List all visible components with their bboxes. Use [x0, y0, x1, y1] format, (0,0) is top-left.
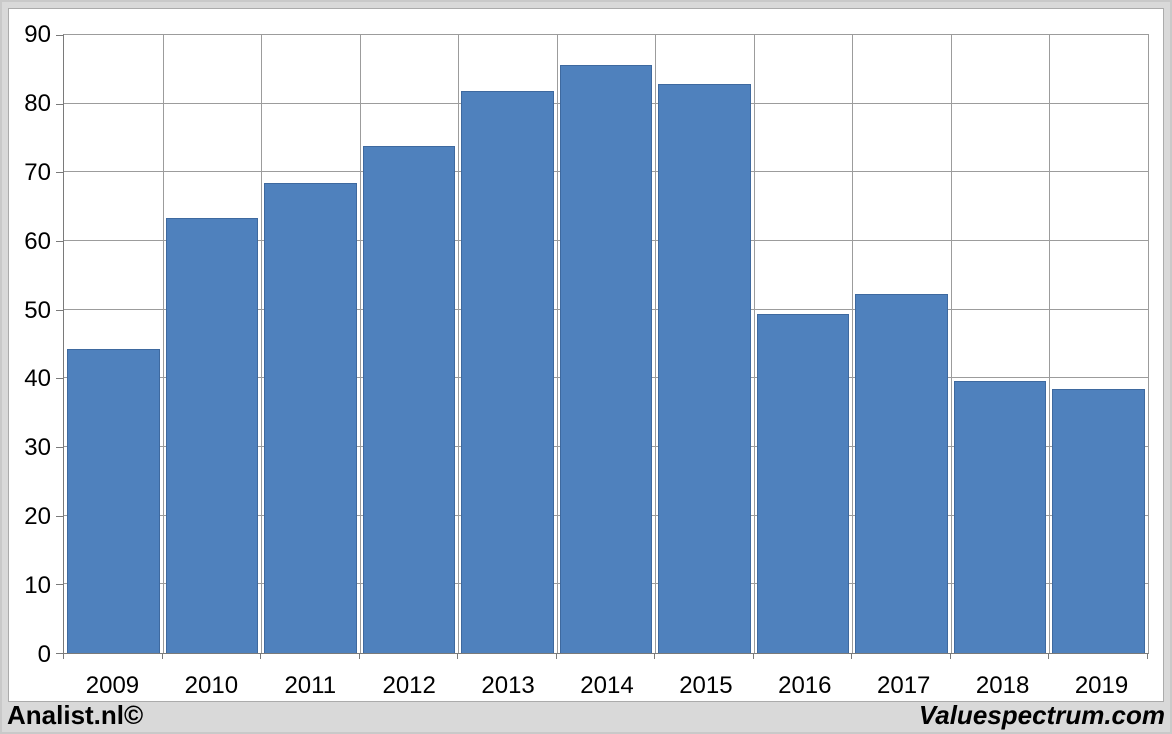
y-tick-80 — [56, 103, 63, 105]
v-gridline-9 — [950, 35, 952, 653]
v-gridline-3 — [359, 35, 361, 653]
bar-slot-2011 — [261, 35, 360, 653]
bar-slot-2013 — [458, 35, 557, 653]
bar-2014 — [559, 65, 653, 653]
bar-2019 — [1052, 388, 1146, 653]
x-axis-tick-label-2010: 2010 — [184, 672, 239, 699]
x-axis-tick-label-2009: 2009 — [85, 672, 140, 699]
bar-2012 — [362, 145, 456, 653]
y-axis-tick-label-0: 0 — [37, 641, 51, 668]
x-tick-2 — [260, 653, 262, 659]
bar-2010 — [165, 218, 259, 653]
v-gridline-6 — [655, 35, 657, 653]
bar-slot-2009 — [64, 35, 163, 653]
x-tick-3 — [358, 653, 360, 659]
y-tick-50 — [56, 309, 63, 311]
y-axis-tick-label-40: 40 — [24, 365, 51, 393]
x-axis-tick-label-2012: 2012 — [382, 672, 436, 699]
x-axis-tick-label-2014: 2014 — [580, 672, 634, 699]
y-axis-tick-label-60: 60 — [24, 227, 51, 255]
x-axis-tick-label-2017: 2017 — [877, 672, 931, 699]
bar-2018 — [953, 381, 1047, 653]
v-gridline-2 — [261, 35, 263, 653]
bar-slot-2014 — [557, 35, 656, 653]
x-tick-9 — [949, 653, 951, 659]
chart-panel: 0 10 20 30 40 50 60 70 80 90 2009 2010 2011 2012 2013… — [8, 8, 1164, 702]
x-tick-4 — [457, 653, 459, 659]
bar-2017 — [855, 293, 948, 653]
y-axis-tick-label-80: 80 — [24, 89, 51, 117]
x-axis-tick-label-2011: 2011 — [284, 672, 337, 699]
plot-area — [56, 34, 1149, 659]
v-gridline-8 — [852, 35, 854, 653]
y-tick-90 — [56, 35, 63, 36]
x-axis-tick-label-2016: 2016 — [778, 672, 832, 699]
y-tick-40 — [56, 378, 63, 380]
y-tick-20 — [56, 515, 63, 517]
bar-slot-2012 — [360, 35, 459, 653]
bar-2013 — [461, 91, 554, 653]
x-tick-10 — [1048, 653, 1050, 659]
x-tick-1 — [161, 653, 163, 659]
v-gridline-5 — [556, 35, 558, 653]
x-tick-8 — [851, 653, 853, 659]
x-axis-tick-label-2019: 2019 — [1074, 672, 1129, 699]
bar-2016 — [756, 314, 850, 653]
y-axis-tick-label-50: 50 — [24, 296, 51, 324]
x-tick-0 — [63, 653, 64, 659]
bar-slot-2016 — [754, 35, 853, 653]
x-tick-7 — [752, 653, 754, 659]
x-tick-5 — [555, 653, 557, 659]
bar-slot-2015 — [655, 35, 754, 653]
y-axis-tick-label-90: 90 — [24, 21, 51, 48]
bar-2009 — [67, 348, 160, 653]
y-tick-70 — [56, 172, 63, 174]
x-axis-tick-label-2013: 2013 — [481, 672, 535, 699]
bar-slot-2019 — [1049, 35, 1148, 653]
bar-slot-2017 — [852, 35, 951, 653]
footer: Analist.nl© Valuespectrum.com — [2, 700, 1170, 732]
bar-2011 — [264, 182, 357, 653]
bar-series — [64, 35, 1148, 653]
y-tick-10 — [56, 584, 63, 586]
v-gridline-1 — [162, 35, 164, 653]
v-gridline-7 — [753, 35, 755, 653]
x-tick-6 — [654, 653, 656, 659]
x-axis-tick-label-2015: 2015 — [679, 672, 733, 699]
y-tick-0 — [56, 653, 63, 654]
y-axis-tick-label-20: 20 — [24, 503, 51, 531]
bar-2015 — [658, 84, 751, 653]
x-axis-labels: 2009 2010 2011 2012 2013 2014 2015 2016 2017 2018… — [63, 660, 1151, 700]
y-axis-tick-label-30: 30 — [24, 434, 51, 462]
bar-slot-2018 — [951, 35, 1050, 653]
v-gridline-10 — [1049, 35, 1051, 653]
x-tick-11 — [1147, 653, 1148, 659]
y-axis-tick-label-10: 10 — [24, 572, 51, 600]
y-tick-60 — [56, 241, 63, 243]
y-axis-labels: 0 10 20 30 40 50 60 70 80 90 — [9, 23, 55, 667]
x-axis-tick-label-2018: 2018 — [975, 672, 1030, 699]
v-gridline-4 — [458, 35, 460, 653]
y-tick-30 — [56, 447, 63, 449]
y-axis-tick-label-70: 70 — [24, 158, 51, 186]
bar-slot-2010 — [163, 35, 262, 653]
analist-watermark: Analist.nl© — [7, 700, 144, 730]
valuespectrum-watermark: Valuespectrum.com — [918, 700, 1165, 730]
